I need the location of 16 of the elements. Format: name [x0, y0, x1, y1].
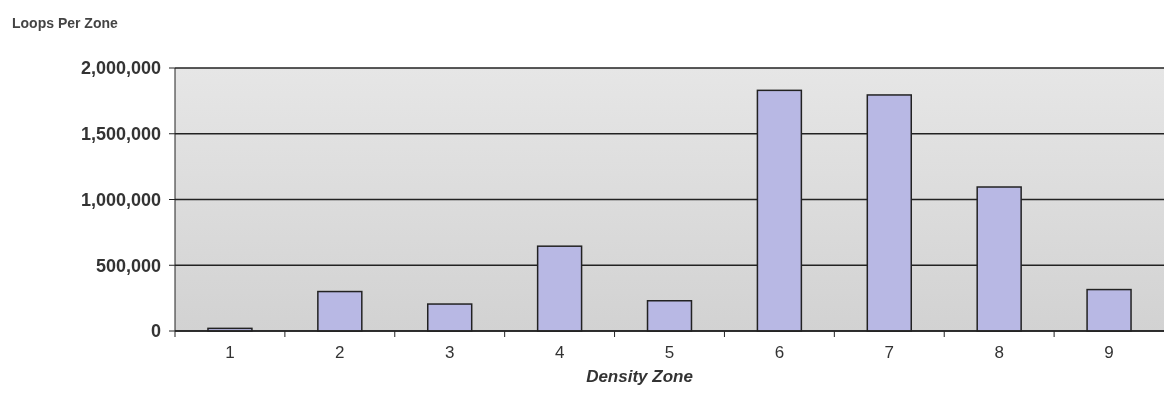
x-tick-label: 7: [884, 343, 895, 362]
x-tick-label: 9: [1104, 343, 1114, 362]
x-tick-label: 3: [444, 343, 455, 362]
x-tick-label: 8: [994, 343, 1004, 362]
x-tick-label: 6: [774, 343, 785, 362]
y-tick-label: 1,000,000: [80, 189, 161, 210]
y-tick-label: 2,000,000: [80, 58, 161, 79]
x-axis-title: Density Zone: [586, 367, 693, 386]
x-tick-label: 4: [554, 343, 565, 362]
x-tick-label: 1: [225, 343, 235, 362]
y-tick-label: 1,500,000: [80, 124, 161, 145]
y-tick-label: 0: [150, 321, 161, 342]
y-tick-label: 500,000: [95, 255, 161, 276]
x-tick-label: 2: [335, 343, 345, 362]
x-tick-label: 5: [664, 343, 675, 362]
chart-title: Loops Per Zone: [12, 15, 118, 31]
